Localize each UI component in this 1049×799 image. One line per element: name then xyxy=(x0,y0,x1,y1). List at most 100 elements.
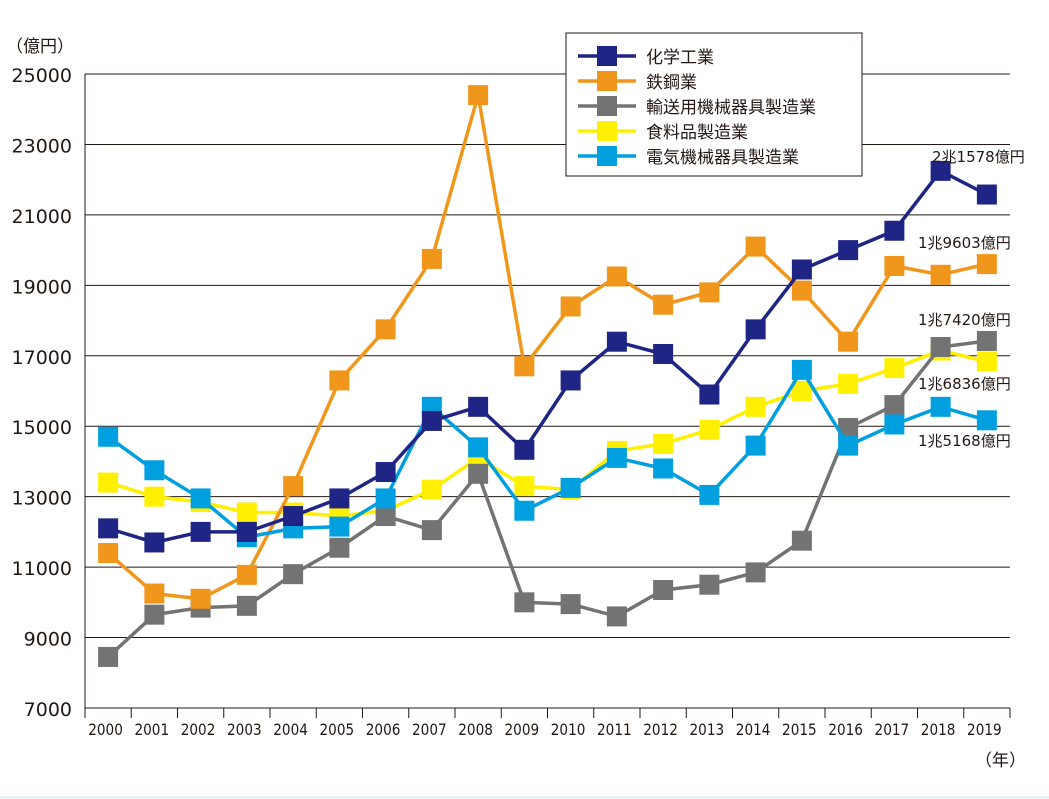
value-annotation: 2兆1578億円 xyxy=(932,148,1025,166)
y-tick-label: 23000 xyxy=(12,135,72,157)
data-point-marker xyxy=(930,396,951,417)
x-tick-label: 2003 xyxy=(227,721,262,739)
y-tick-label: 7000 xyxy=(24,699,72,721)
data-point-marker xyxy=(653,433,674,454)
data-point-marker xyxy=(653,344,674,365)
data-point-marker xyxy=(745,236,766,257)
data-point-marker xyxy=(98,426,119,447)
x-tick-label: 2012 xyxy=(643,721,678,739)
x-tick-label: 2007 xyxy=(412,721,447,739)
data-point-marker xyxy=(144,532,165,553)
data-point-marker xyxy=(329,516,350,537)
data-point-marker xyxy=(421,520,442,541)
data-point-marker xyxy=(560,370,581,391)
data-point-marker xyxy=(884,358,905,379)
data-point-marker xyxy=(838,240,859,261)
data-point-marker xyxy=(283,564,304,585)
data-point-marker xyxy=(236,521,257,542)
y-tick-label: 17000 xyxy=(12,347,72,369)
data-point-marker xyxy=(98,472,119,493)
legend-marker xyxy=(597,96,617,116)
data-point-marker xyxy=(236,502,257,523)
x-tick-label: 2018 xyxy=(921,721,956,739)
x-tick-label: 2001 xyxy=(135,721,170,739)
legend-label: 化学工業 xyxy=(646,48,714,68)
data-point-marker xyxy=(699,574,720,595)
data-point-marker xyxy=(838,331,859,352)
x-tick-label: 2008 xyxy=(458,721,493,739)
data-point-marker xyxy=(699,484,720,505)
y-tick-label: 21000 xyxy=(12,206,72,228)
data-point-marker xyxy=(976,410,997,431)
data-point-marker xyxy=(421,248,442,269)
data-point-marker xyxy=(329,370,350,391)
data-point-marker xyxy=(976,254,997,275)
legend-marker xyxy=(597,121,617,141)
data-point-marker xyxy=(468,437,489,458)
data-point-marker xyxy=(144,604,165,625)
data-point-marker xyxy=(976,184,997,205)
data-point-marker xyxy=(745,396,766,417)
data-point-marker xyxy=(514,476,535,497)
x-tick-label: 2011 xyxy=(597,721,632,739)
value-annotation: 1兆9603億円 xyxy=(918,234,1011,252)
data-point-marker xyxy=(560,594,581,615)
data-point-marker xyxy=(468,463,489,484)
data-point-marker xyxy=(514,439,535,460)
data-point-marker xyxy=(884,395,905,416)
legend-marker xyxy=(597,71,617,91)
data-point-marker xyxy=(930,336,951,357)
data-point-marker xyxy=(375,319,396,340)
data-point-marker xyxy=(236,564,257,585)
data-point-marker xyxy=(699,282,720,303)
data-point-marker xyxy=(884,255,905,276)
data-point-marker xyxy=(791,259,812,280)
data-point-marker xyxy=(236,595,257,616)
x-tick-label: 2017 xyxy=(875,721,910,739)
x-tick-label: 2015 xyxy=(782,721,817,739)
data-point-marker xyxy=(699,384,720,405)
value-annotation: 1兆5168億円 xyxy=(918,432,1011,450)
data-point-marker xyxy=(884,414,905,435)
x-tick-label: 2009 xyxy=(505,721,540,739)
data-point-marker xyxy=(560,296,581,317)
y-axis-label: （億円） xyxy=(6,37,74,57)
data-point-marker xyxy=(976,330,997,351)
y-tick-label: 13000 xyxy=(12,488,72,510)
legend-label: 鉄鋼業 xyxy=(646,73,697,93)
data-point-marker xyxy=(514,592,535,613)
data-point-marker xyxy=(421,479,442,500)
data-point-marker xyxy=(375,488,396,509)
x-tick-label: 2002 xyxy=(181,721,216,739)
data-point-marker xyxy=(745,562,766,583)
x-tick-label: 2019 xyxy=(967,721,1002,739)
data-point-marker xyxy=(791,280,812,301)
data-point-marker xyxy=(745,319,766,340)
data-point-marker xyxy=(606,266,627,287)
data-point-marker xyxy=(930,264,951,285)
legend-marker xyxy=(597,146,617,166)
x-tick-label: 2010 xyxy=(551,721,586,739)
data-point-marker xyxy=(560,477,581,498)
data-point-marker xyxy=(329,537,350,558)
data-point-marker xyxy=(791,381,812,401)
x-axis-label: （年） xyxy=(975,751,1026,771)
data-point-marker xyxy=(144,460,165,481)
legend-label: 電気機械器具製造業 xyxy=(646,148,799,168)
data-point-marker xyxy=(98,543,119,564)
data-point-marker xyxy=(745,435,766,456)
data-point-marker xyxy=(190,488,211,509)
data-point-marker xyxy=(329,488,350,509)
x-tick-label: 2000 xyxy=(88,721,123,739)
data-point-marker xyxy=(791,530,812,551)
y-tick-label: 9000 xyxy=(24,629,72,651)
data-point-marker xyxy=(98,646,119,667)
data-point-marker xyxy=(283,506,304,527)
data-point-marker xyxy=(375,462,396,483)
data-point-marker xyxy=(514,356,535,377)
data-point-marker xyxy=(930,160,951,181)
legend-marker xyxy=(597,46,617,66)
data-point-marker xyxy=(653,294,674,315)
y-tick-label: 25000 xyxy=(12,65,72,87)
